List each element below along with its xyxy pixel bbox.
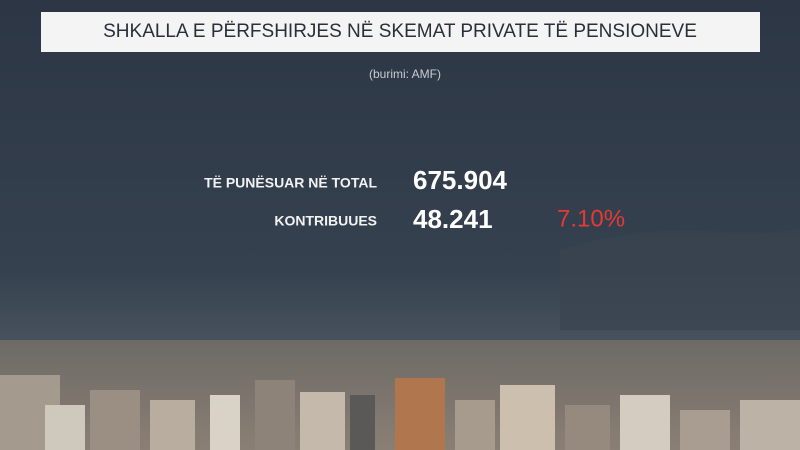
- building: [455, 400, 495, 450]
- building: [565, 405, 610, 450]
- building: [680, 410, 730, 450]
- building: [740, 400, 800, 450]
- row-label: TË PUNËSUAR NË TOTAL: [204, 175, 377, 191]
- row-label: KONTRIBUUES: [274, 213, 377, 229]
- building: [500, 385, 555, 450]
- building: [45, 405, 85, 450]
- mountains: [560, 228, 800, 330]
- building: [90, 390, 140, 450]
- building: [300, 392, 345, 450]
- title-box: [41, 12, 760, 52]
- building: [620, 395, 670, 450]
- building: [210, 395, 240, 450]
- building: [255, 380, 295, 450]
- source: (burimi: AMF): [369, 67, 441, 81]
- road: [350, 395, 375, 450]
- row-share: 7.10%: [557, 205, 625, 232]
- row-value: 48.241: [413, 204, 493, 234]
- building: [150, 400, 195, 450]
- building: [395, 378, 445, 450]
- row-value: 675.904: [413, 165, 508, 195]
- city-skyline: [0, 340, 800, 450]
- title: SHKALLA E PËRFSHIRJES NË SKEMAT PRIVATE …: [103, 21, 697, 42]
